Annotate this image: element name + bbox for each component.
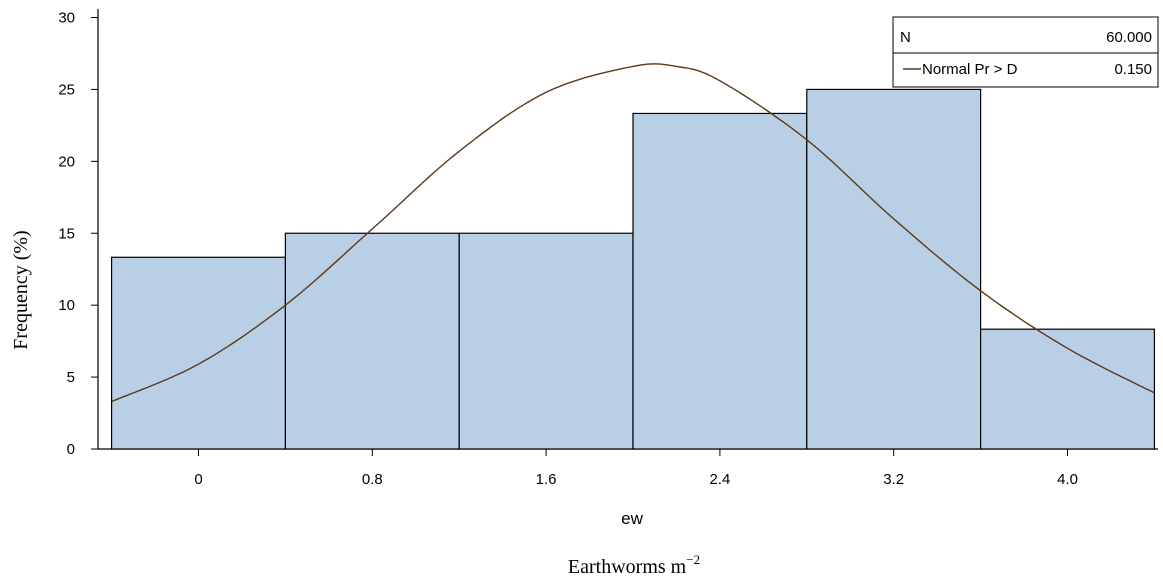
x-axis-title-superscript: −2: [686, 552, 700, 567]
legend: N 60.000 Normal Pr > D 0.150: [892, 16, 1159, 88]
x-tick-label: 1.6: [536, 471, 557, 488]
y-tick-label: 25: [58, 81, 75, 98]
x-tick-label: 4.0: [1057, 471, 1078, 488]
y-ticks: 0 5 10 15 20 25 30: [58, 10, 98, 458]
x-ticks: 0 0.8 1.6 2.4 3.2 4.0: [194, 449, 1078, 488]
y-tick-label: 5: [67, 369, 75, 386]
normal-density-curve: [111, 63, 1155, 403]
histogram-bars: [110, 88, 1155, 450]
x-tick-label: 0: [194, 471, 202, 488]
y-tick-label: 0: [67, 441, 75, 458]
x-tick-label: 0.8: [362, 471, 383, 488]
histogram-bar: [284, 232, 460, 450]
histogram-bar: [110, 256, 287, 450]
histogram-bar: [979, 328, 1155, 450]
x-axis-label: ew: [621, 509, 643, 528]
legend-normal-value: 0.150: [1114, 61, 1152, 78]
legend-box: [892, 16, 1159, 88]
legend-n-value: 60.000: [1106, 29, 1152, 46]
y-tick-label: 15: [58, 225, 75, 242]
y-tick-label: 30: [58, 10, 75, 27]
legend-n-label: N: [900, 29, 911, 46]
y-tick-label: 10: [58, 297, 75, 314]
legend-normal-label: Normal Pr > D: [922, 61, 1018, 78]
x-tick-label: 2.4: [709, 471, 730, 488]
x-axis-title: Earthworms m−2: [568, 552, 700, 578]
histogram-bar: [458, 232, 634, 450]
y-tick-label: 20: [58, 153, 75, 170]
histogram-bar: [632, 112, 808, 450]
histogram-bar: [806, 88, 982, 450]
x-tick-label: 3.2: [883, 471, 904, 488]
y-axis-title: Frequency (%): [10, 230, 32, 349]
x-axis-title-main: Earthworms m: [568, 556, 687, 578]
